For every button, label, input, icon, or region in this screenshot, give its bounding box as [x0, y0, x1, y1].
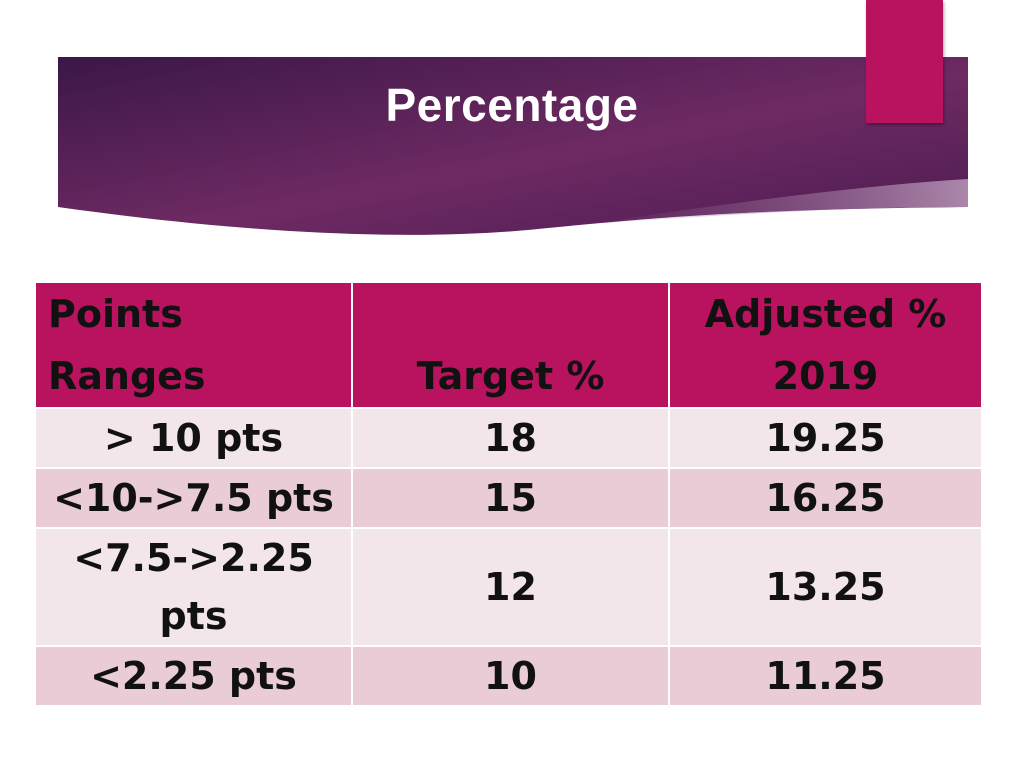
percentage-table: Points Ranges Target % Adjusted % 2019 >… [34, 281, 983, 707]
cell-target: 15 [351, 467, 670, 529]
cell-adjusted: 13.25 [668, 527, 983, 647]
table-header-row: Points Ranges Target % Adjusted % 2019 [34, 281, 983, 409]
table-row: <10->7.5 pts 15 16.25 [34, 467, 983, 529]
cell-range: > 10 pts [34, 407, 353, 469]
header-adjusted-line1: Adjusted % [704, 292, 947, 336]
header-points-ranges: Points Ranges [34, 281, 353, 409]
banner-shape [58, 57, 968, 235]
header-adjusted: Adjusted % 2019 [668, 281, 983, 409]
cell-adjusted: 11.25 [668, 645, 983, 707]
header-target: Target % [351, 281, 670, 409]
cell-adjusted: 19.25 [668, 407, 983, 469]
table-row: <2.25 pts 10 11.25 [34, 645, 983, 707]
title-banner [58, 57, 968, 241]
cell-target: 18 [351, 407, 670, 469]
accent-tab [866, 0, 943, 123]
slide-title: Percentage [385, 79, 639, 131]
cell-target: 10 [351, 645, 670, 707]
cell-range: <2.25 pts [34, 645, 353, 707]
cell-range: <10->7.5 pts [34, 467, 353, 529]
table-row: <7.5->2.25 pts 12 13.25 [34, 527, 983, 647]
header-adjusted-line2: 2019 [772, 354, 879, 398]
table-row: > 10 pts 18 19.25 [34, 407, 983, 469]
cell-range: <7.5->2.25 pts [34, 527, 353, 647]
cell-adjusted: 16.25 [668, 467, 983, 529]
cell-target: 12 [351, 527, 670, 647]
